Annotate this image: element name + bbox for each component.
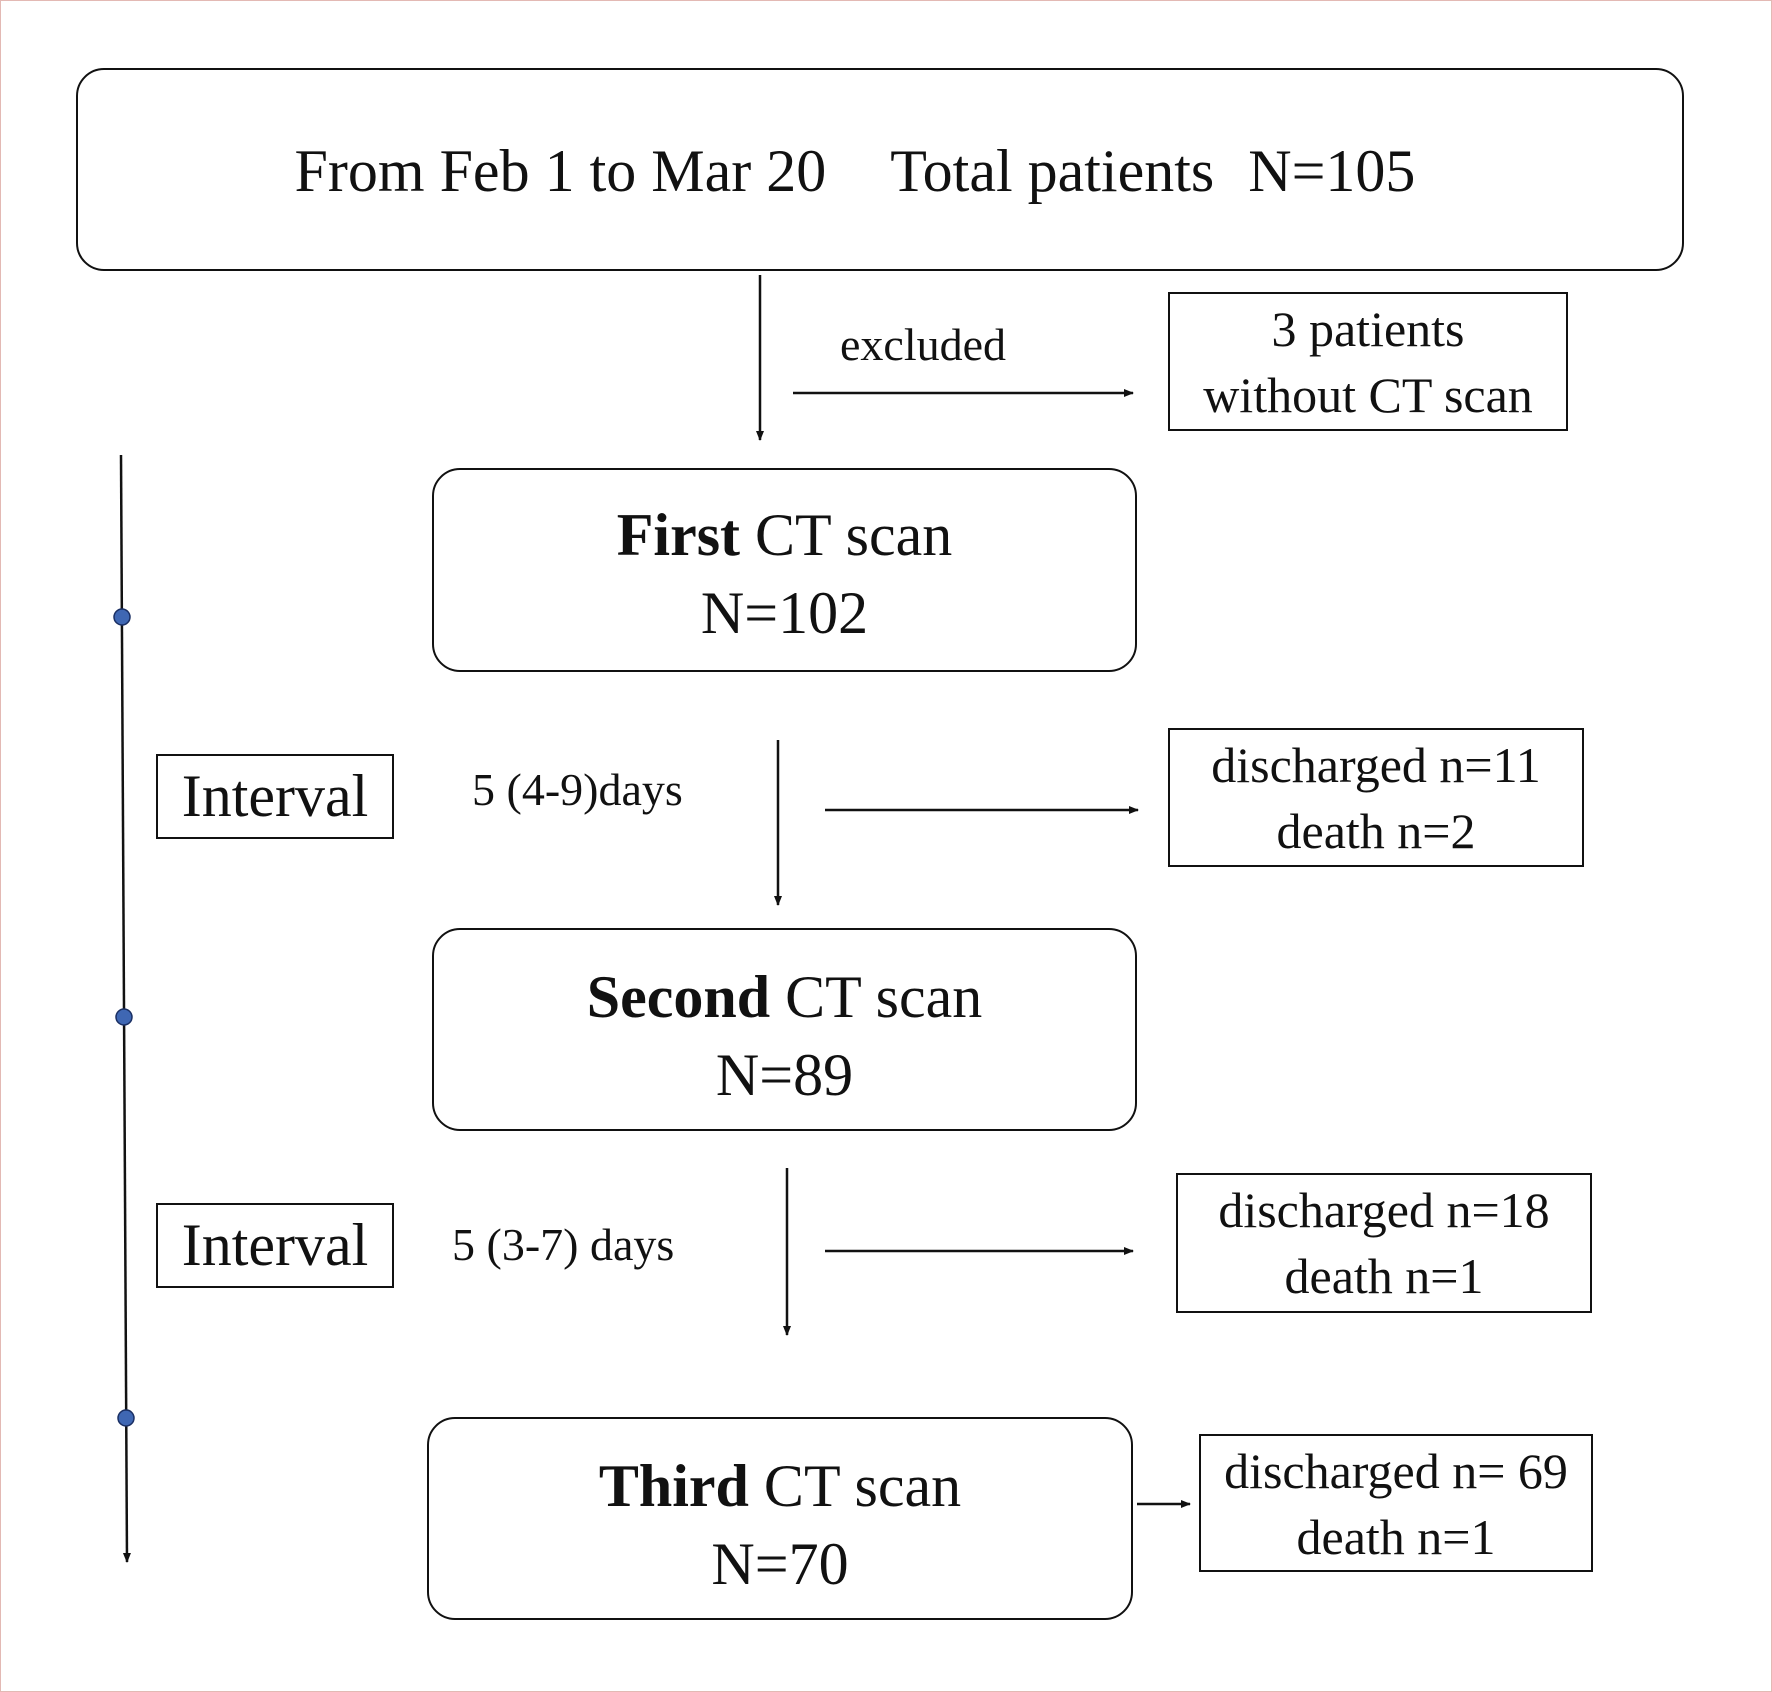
excluded-box: 3 patients without CT scan <box>1168 292 1568 431</box>
total-value: N=105 <box>1248 138 1416 204</box>
first-ct-title: First CT scan <box>616 502 953 568</box>
excluded-label: excluded <box>840 319 1007 370</box>
death-3: death n=1 <box>1296 1509 1496 1565</box>
outcome-box-2: discharged n=18 death n=1 <box>1176 1173 1592 1313</box>
second-ct-box: Second CT scan N=89 <box>432 928 1137 1131</box>
outcome-box-1: discharged n=11 death n=2 <box>1168 728 1584 867</box>
discharged-2: discharged n=18 <box>1218 1182 1550 1238</box>
total-label: Total patients <box>890 138 1215 204</box>
interval-box-2: Interval <box>156 1203 394 1288</box>
first-ct-n: N=102 <box>700 580 869 646</box>
interval-duration-1: 5 (4-9)days <box>472 764 683 815</box>
third-ct-title: Third CT scan <box>598 1453 962 1519</box>
timeline-dot-2 <box>115 1008 133 1026</box>
timeline-dot-1 <box>113 608 131 626</box>
death-1: death n=2 <box>1276 803 1476 859</box>
date-range: From Feb 1 to Mar 20 <box>294 138 827 204</box>
discharged-1: discharged n=11 <box>1211 737 1541 793</box>
excluded-reason: without CT scan <box>1203 367 1533 423</box>
death-2: death n=1 <box>1284 1248 1484 1304</box>
interval-label-1: Interval <box>181 763 369 829</box>
total-patients-box: From Feb 1 to Mar 20 Total patients N=10… <box>76 68 1684 271</box>
excluded-count: 3 patients <box>1271 301 1465 357</box>
first-ct-box: First CT scan N=102 <box>432 468 1137 672</box>
interval-box-1: Interval <box>156 754 394 839</box>
discharged-3: discharged n= 69 <box>1224 1443 1568 1499</box>
interval-label-2: Interval <box>181 1212 369 1278</box>
outcome-box-3: discharged n= 69 death n=1 <box>1199 1434 1593 1572</box>
timeline-dot-3 <box>117 1409 135 1427</box>
third-ct-n: N=70 <box>711 1531 849 1597</box>
second-ct-n: N=89 <box>715 1042 854 1108</box>
second-ct-title: Second CT scan <box>586 964 983 1030</box>
interval-duration-2: 5 (3-7) days <box>452 1219 675 1270</box>
third-ct-box: Third CT scan N=70 <box>427 1417 1133 1620</box>
